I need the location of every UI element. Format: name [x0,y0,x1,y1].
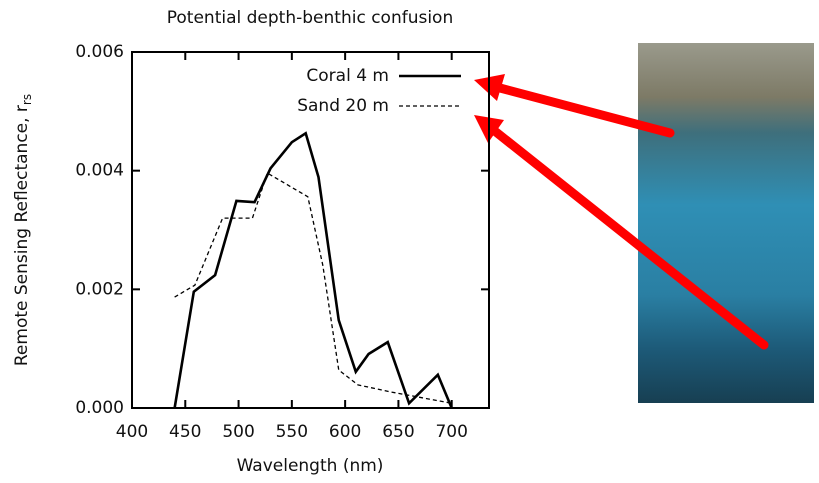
y-tick-label: 0.002 [75,279,124,299]
y-tick-label: 0.000 [75,398,124,418]
chart-title: Potential depth-benthic confusion [167,8,453,28]
legend-label: Coral 4 m [306,66,389,86]
x-tick-label: 700 [435,422,467,442]
plot-frame [131,51,490,409]
x-tick-label: 550 [276,422,308,442]
x-tick-label: 500 [222,422,254,442]
x-tick-label: 400 [116,422,148,442]
arrows [491,83,769,350]
legend-label: Sand 20 m [297,96,389,116]
y-axis-label-subscript: rs [20,94,34,105]
x-tick-label: 600 [329,422,361,442]
x-tick-label: 450 [169,422,201,442]
y-tick-label: 0.004 [75,161,124,181]
satellite-image [638,43,814,403]
series-line [173,131,453,409]
y-axis-label-text: Remote Sensing Reflectance, r [12,105,32,366]
y-tick-label: 0.006 [75,42,124,62]
series-line [174,172,452,404]
x-axis-label: Wavelength (nm) [237,456,384,476]
y-axis-label: Remote Sensing Reflectance, rrs [12,94,34,366]
x-tick-label: 650 [382,422,414,442]
